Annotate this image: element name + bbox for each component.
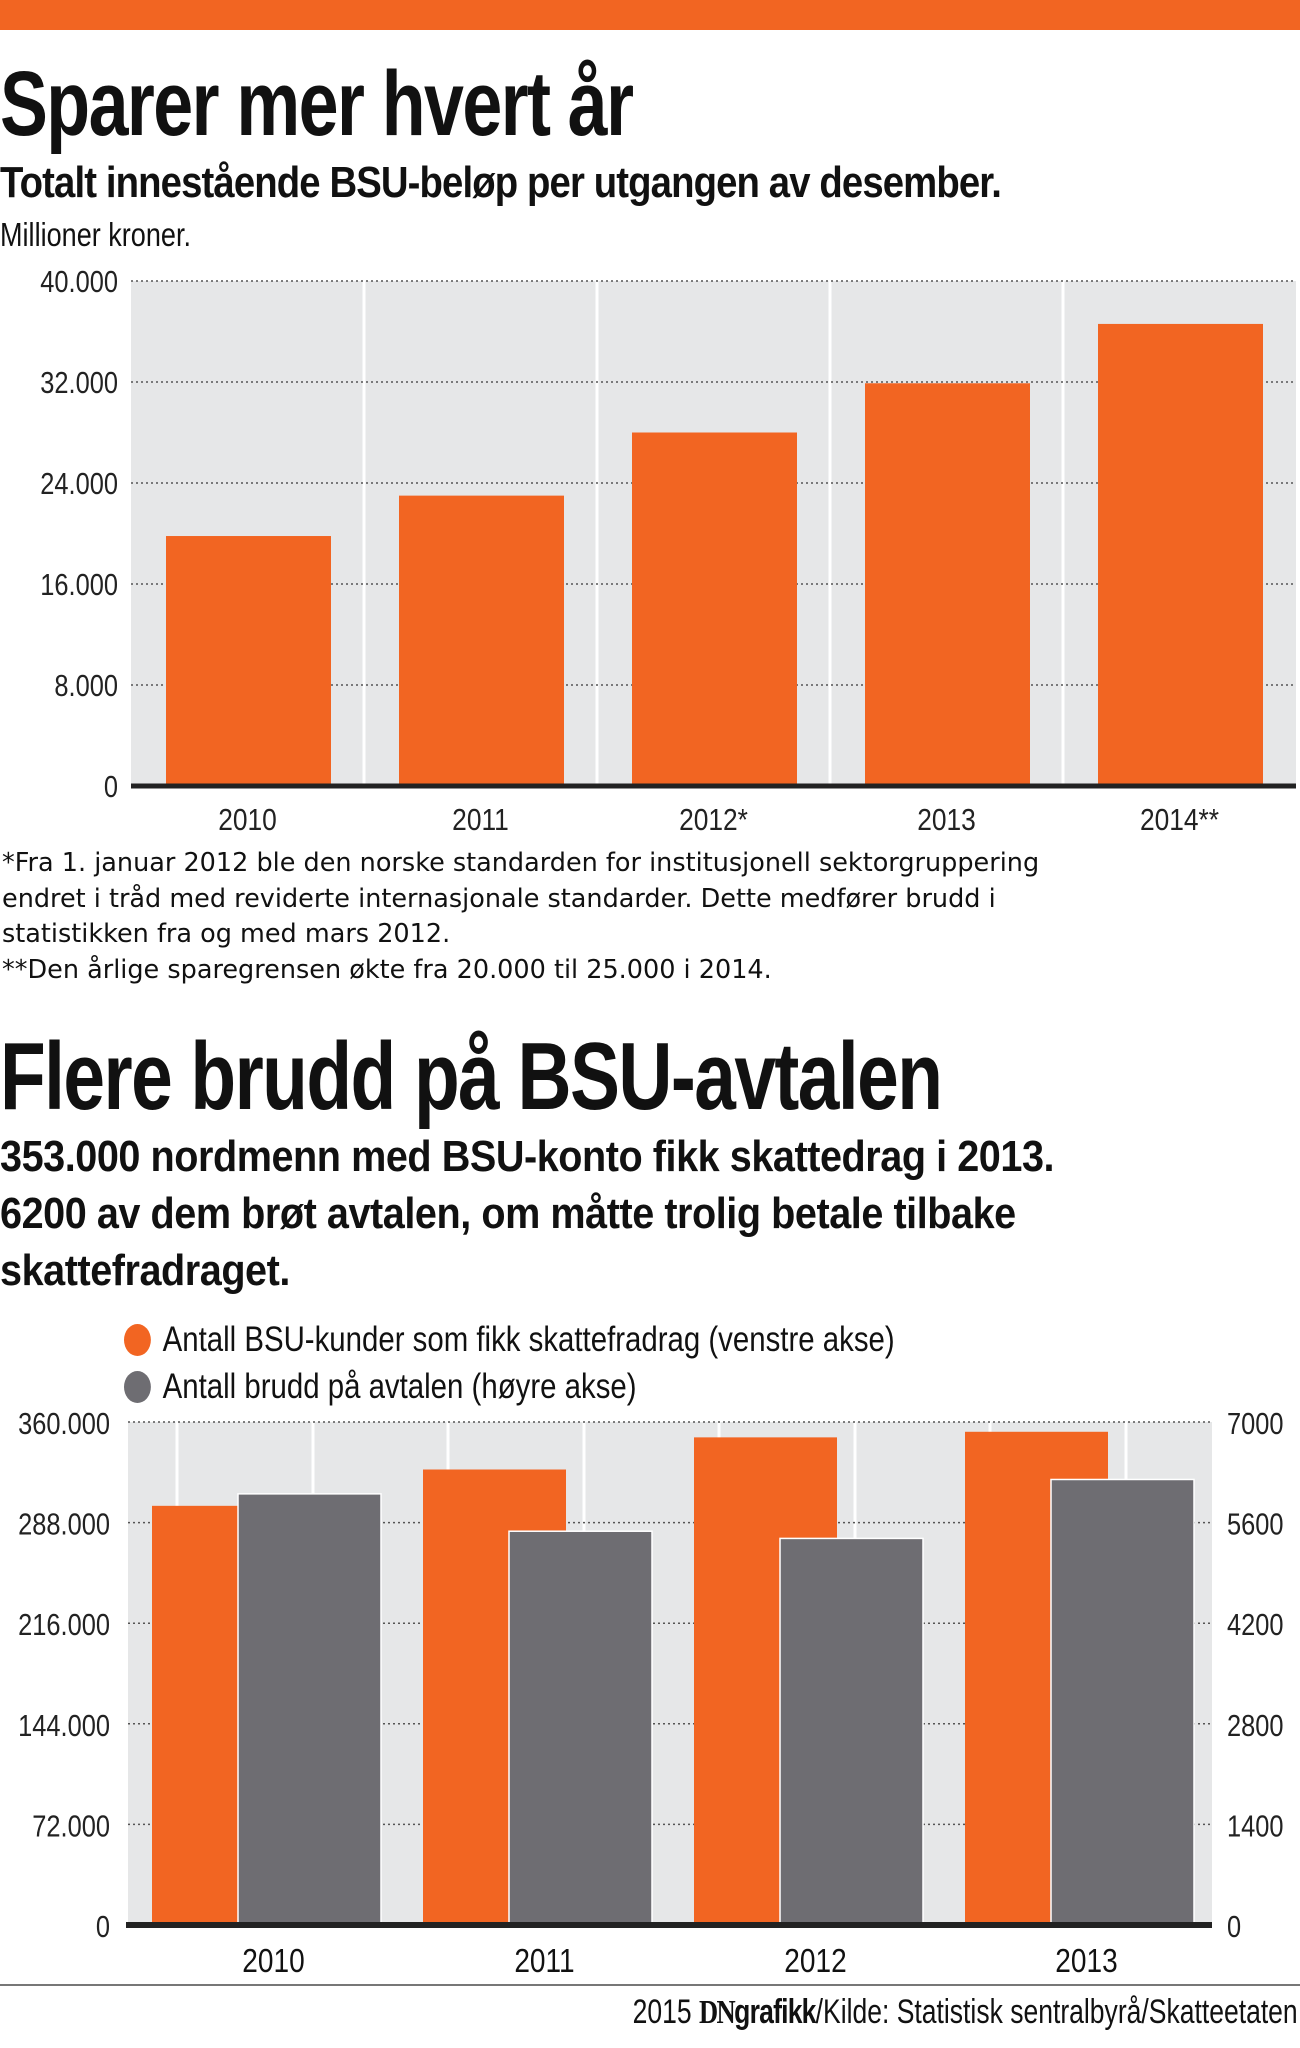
subtitle-line: skattefradraget. xyxy=(0,1246,290,1295)
footnote-line: **Den årlige sparegrensen økte fra 20.00… xyxy=(2,954,772,985)
subtitle-line: 353.000 nordmenn med BSU-konto fikk skat… xyxy=(0,1132,1055,1181)
bar-2013 xyxy=(865,383,1030,786)
x-tick-label: 2013 xyxy=(917,803,976,837)
left-y-tick-label: 72.000 xyxy=(32,1809,110,1844)
y-tick-label: 8.000 xyxy=(54,669,118,704)
bar-breaches-2010 xyxy=(237,1493,382,1926)
x-tick-label: 2010 xyxy=(218,803,277,837)
bar-2014** xyxy=(1098,323,1263,786)
x-tick-label: 2012* xyxy=(679,803,748,837)
legend-label: Antall BSU-kunder som fikk skattefradrag… xyxy=(162,1320,895,1359)
x-tick-label: 2011 xyxy=(514,1943,574,1980)
chart1-footnotes: *Fra 1. januar 2012 ble den norske stand… xyxy=(2,846,1039,988)
legend-item-customers: Antall BSU-kunder som fikk skattefradrag… xyxy=(124,1320,895,1360)
chart1: 0 8.000 16.000 24.000 32.000 40.000 2010 2011 20… xyxy=(40,265,1296,838)
footnote-line: statistikken fra og med mars 2012. xyxy=(2,919,451,949)
right-y-tick-label: 4200 xyxy=(1227,1608,1284,1643)
bar-2012* xyxy=(632,432,797,786)
left-y-tick-label: 0 xyxy=(96,1910,110,1945)
right-y-tick-label: 7000 xyxy=(1227,1407,1284,1442)
x-tick-label: 2012 xyxy=(784,1943,846,1980)
orange-dot-icon xyxy=(124,1324,151,1356)
left-y-tick-label: 144.000 xyxy=(18,1708,110,1743)
left-y-tick-label: 360.000 xyxy=(18,1407,110,1442)
y-tick-label: 40.000 xyxy=(40,265,118,300)
gray-dot-icon xyxy=(124,1371,151,1403)
legend-label: Antall brudd på avtalen (høyre akse) xyxy=(162,1367,637,1406)
y-tick-label: 0 xyxy=(104,770,118,805)
top-accent-bar xyxy=(0,0,1300,30)
footnote-line: *Fra 1. januar 2012 ble den norske stand… xyxy=(2,848,1040,878)
chart2-title: Flere brudd på BSU-avtalen xyxy=(0,1023,943,1130)
chart1-title: Sparer mer hvert år xyxy=(0,53,634,155)
subtitle-line: 6200 av dem brøt avtalen, om måtte troli… xyxy=(0,1189,1016,1238)
y-tick-label: 24.000 xyxy=(40,467,118,502)
x-tick-label: 2014** xyxy=(1140,803,1219,837)
bar-2010 xyxy=(166,536,331,786)
source-credit: 2015 DNgrafikk/Kilde: Statistisk sentral… xyxy=(632,1993,1298,2031)
y-tick-label: 16.000 xyxy=(40,568,118,603)
x-tick-label: 2013 xyxy=(1055,1943,1117,1980)
x-tick-label: 2011 xyxy=(452,803,509,837)
dn-logo: DN xyxy=(699,1994,736,2031)
footnote-line: endret i tråd med reviderte internasjona… xyxy=(2,883,996,914)
left-y-tick-label: 288.000 xyxy=(18,1507,110,1542)
right-y-tick-label: 1400 xyxy=(1227,1809,1284,1844)
chart2-subtitle: 353.000 nordmenn med BSU-konto fikk skat… xyxy=(0,1128,1055,1299)
left-y-tick-label: 216.000 xyxy=(18,1608,110,1643)
legend-item-breaches: Antall brudd på avtalen (høyre akse) xyxy=(124,1367,637,1407)
x-tick-label: 2010 xyxy=(242,1943,304,1980)
bar-breaches-2012 xyxy=(779,1537,924,1926)
right-y-tick-label: 2800 xyxy=(1227,1708,1284,1743)
chart1-unit: Millioner kroner. xyxy=(0,216,191,253)
footer-divider xyxy=(0,1984,1300,1986)
bar-breaches-2011 xyxy=(508,1530,653,1926)
right-y-tick-label: 0 xyxy=(1227,1910,1241,1945)
bar-breaches-2013 xyxy=(1050,1478,1195,1926)
right-y-tick-label: 5600 xyxy=(1227,1507,1284,1542)
y-tick-label: 32.000 xyxy=(40,366,118,401)
chart1-subtitle: Totalt innestående BSU-beløp per utgange… xyxy=(0,158,1002,207)
bar-2011 xyxy=(399,495,564,786)
